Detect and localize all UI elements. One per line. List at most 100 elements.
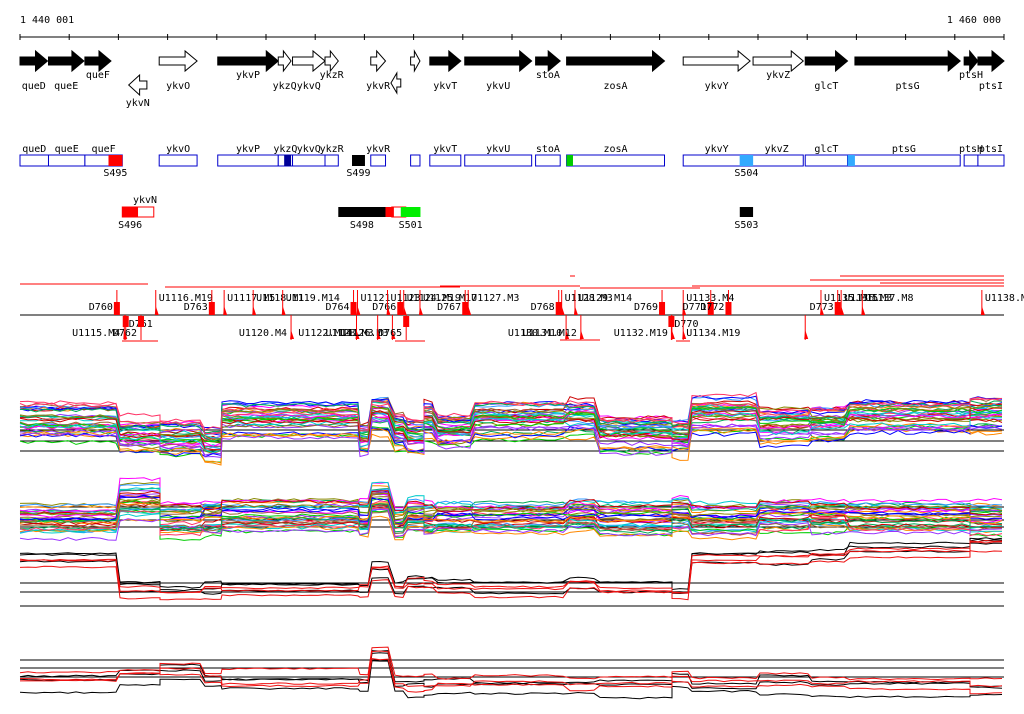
- feature-U1136.M3[interactable]: U1136.M3: [840, 290, 892, 315]
- feature-tip: [418, 306, 423, 315]
- gene-ykvY[interactable]: ykvY: [682, 49, 751, 92]
- gene-arrow: [217, 49, 280, 73]
- feature-unnamed[interactable]: [804, 315, 809, 340]
- feature-label: D770: [674, 319, 698, 330]
- feature-U1126.M3[interactable]: U1126.M3: [340, 315, 396, 340]
- feature-D771[interactable]: D771: [683, 290, 714, 315]
- feature-label: U1123: [390, 293, 420, 304]
- feature-D767[interactable]: D767: [437, 290, 469, 315]
- gene-ykvO[interactable]: ykvO: [158, 49, 198, 92]
- segment-rect: [739, 155, 754, 166]
- annotation-ykvU[interactable]: ykvU: [464, 144, 533, 167]
- feature-U1120.M4[interactable]: U1120.M4: [239, 315, 295, 340]
- annotation-ykvO[interactable]: ykvO: [158, 144, 198, 167]
- segment-S501[interactable]: S501: [399, 207, 423, 231]
- gene-queD[interactable]: queD: [19, 49, 49, 92]
- annotation-box: [566, 154, 666, 167]
- segment-S498[interactable]: S498: [338, 207, 386, 231]
- annotation-unnamed[interactable]: [410, 154, 421, 167]
- gene-stoA[interactable]: stoA: [535, 49, 561, 81]
- gene-ptsH[interactable]: ptsH: [959, 49, 983, 81]
- feature-D772[interactable]: D772: [700, 290, 732, 315]
- gene-ptsI[interactable]: ptsI: [977, 49, 1005, 92]
- feature-U1130.M10[interactable]: U1130.M10: [508, 315, 570, 340]
- annotation-ykzR[interactable]: ykzR: [320, 144, 345, 167]
- feature-U1137.M8[interactable]: U1137.M8: [861, 290, 913, 315]
- gene-unnamed[interactable]: [390, 71, 402, 95]
- segment-S504[interactable]: S504: [734, 155, 758, 179]
- feature-U1131.M12[interactable]: U1131.M12: [523, 315, 584, 340]
- gene-ykvR[interactable]: ykvR: [366, 49, 391, 92]
- feature-U1128.M3[interactable]: U1128.M3: [325, 315, 381, 340]
- feature-U1119.M14[interactable]: U1119.M14: [281, 290, 340, 315]
- segment-S496[interactable]: S496: [118, 207, 142, 231]
- feature-U1121[interactable]: U1121: [356, 290, 391, 315]
- feature-D769[interactable]: D769: [634, 290, 666, 315]
- feature-U1135.M15[interactable]: U1135.M15: [819, 290, 878, 315]
- segment-unnamed[interactable]: [385, 207, 394, 217]
- profile-trace: [19, 414, 1003, 446]
- feature-D760[interactable]: D760: [89, 290, 120, 315]
- gene-ykzQ[interactable]: ykzQ: [273, 49, 297, 92]
- annotation-ykvR[interactable]: ykvR: [366, 144, 391, 167]
- annotation-stoA[interactable]: stoA: [535, 144, 561, 167]
- feature-U1118.M1[interactable]: U1118.M1: [252, 290, 304, 315]
- feature-U1128.M3[interactable]: U1128.M3: [560, 290, 613, 315]
- feature-D762[interactable]: D762: [113, 315, 144, 340]
- segment-rect: [739, 207, 754, 217]
- feature-tip: [682, 330, 687, 339]
- gene-queE[interactable]: queE: [47, 49, 85, 92]
- feature-U1123[interactable]: U1123: [386, 290, 421, 315]
- profile-panel-2: [19, 477, 1004, 542]
- segment-S499[interactable]: S499: [346, 155, 371, 179]
- feature-U1116.M19[interactable]: U1116.M19: [154, 290, 213, 315]
- feature-D763[interactable]: D763: [184, 290, 215, 315]
- feature-D765[interactable]: D765: [378, 315, 410, 340]
- feature-tip: [565, 330, 570, 339]
- annotation-queD[interactable]: queD: [19, 144, 49, 167]
- feature-U1117.M5[interactable]: U1117.M5: [223, 290, 275, 315]
- feature-D768[interactable]: D768: [531, 290, 562, 315]
- annotation-ptsG[interactable]: ptsG: [847, 144, 961, 167]
- segment-S495[interactable]: S495: [103, 155, 127, 179]
- feature-U1125.M17[interactable]: U1125.M17: [418, 290, 477, 315]
- annotation-queE[interactable]: queE: [47, 144, 86, 167]
- gene-ykvT[interactable]: ykvT: [429, 49, 462, 92]
- gene-ykvQ[interactable]: ykvQ: [292, 49, 326, 92]
- gene-glcT[interactable]: glcT: [804, 49, 849, 92]
- feature-D773[interactable]: D773: [810, 290, 841, 315]
- feature-U1129.M14[interactable]: U1129.M14: [573, 290, 632, 315]
- annotation-box: [158, 154, 198, 167]
- feature-U1138.M16[interactable]: U1138.M16: [980, 290, 1024, 315]
- feature-U1124.M19[interactable]: U1124.M19: [402, 290, 461, 315]
- gene-ykvZ[interactable]: ykvZ: [752, 49, 805, 81]
- segment-rect: [385, 207, 394, 217]
- gene-label: glcT: [814, 81, 838, 92]
- annotation-ykvT[interactable]: ykvT: [429, 144, 462, 167]
- gene-unnamed[interactable]: [410, 49, 421, 73]
- annotation-ptsI[interactable]: ptsI: [977, 144, 1005, 167]
- feature-U1127.M3[interactable]: U1127.M3: [467, 290, 519, 315]
- feature-D766[interactable]: D766: [372, 290, 404, 315]
- annotation-ykvP[interactable]: ykvP: [217, 144, 279, 167]
- gene-ykvU[interactable]: ykvU: [464, 49, 533, 92]
- feature-D770[interactable]: D770: [668, 315, 698, 340]
- feature-D764[interactable]: D764: [325, 290, 357, 315]
- gene-label: queD: [22, 81, 46, 92]
- feature-U1132.M19[interactable]: U1132.M19: [614, 315, 675, 340]
- expression-profile-panels: [19, 391, 1004, 700]
- gene-ykvN[interactable]: ykvN: [126, 73, 150, 109]
- gene-queF[interactable]: queF: [84, 49, 112, 81]
- gene-ykzR[interactable]: ykzR: [320, 49, 345, 81]
- feature-tip: [861, 306, 866, 315]
- gene-ptsG[interactable]: ptsG: [854, 49, 961, 92]
- annotation-glcT[interactable]: glcT: [804, 144, 849, 167]
- feature-U1122.M14[interactable]: U1122.M14: [298, 315, 360, 340]
- gene-ykvP[interactable]: ykvP: [217, 49, 280, 81]
- gene-arrow: [158, 49, 198, 73]
- segment-S503[interactable]: S503: [734, 207, 758, 231]
- feature-U1134.M19[interactable]: U1134.M19: [682, 315, 740, 340]
- annotation-zosA[interactable]: zosA: [566, 144, 666, 167]
- annotation-ykvZ[interactable]: ykvZ: [749, 144, 804, 167]
- gene-zosA[interactable]: zosA: [566, 49, 666, 92]
